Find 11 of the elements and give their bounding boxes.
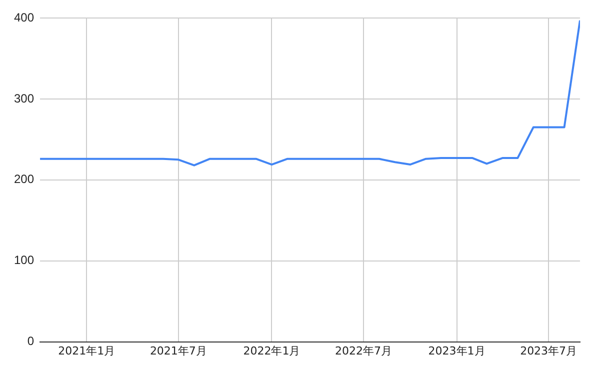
x-tick-label: 2021年7月: [150, 344, 207, 358]
x-tick-label: 2022年1月: [243, 344, 300, 358]
x-tick-label: 2023年7月: [520, 344, 578, 358]
y-tick-label: 300: [14, 91, 34, 106]
y-tick-label: 200: [14, 172, 34, 186]
y-tick-label: 100: [14, 253, 34, 268]
y-tick-label: 0: [27, 334, 34, 348]
y-tick-label: 400: [14, 10, 34, 24]
x-tick-label: 2023年1月: [428, 344, 486, 358]
x-tick-label: 2022年7月: [335, 344, 392, 358]
x-tick-label: 2021年1月: [58, 344, 116, 358]
